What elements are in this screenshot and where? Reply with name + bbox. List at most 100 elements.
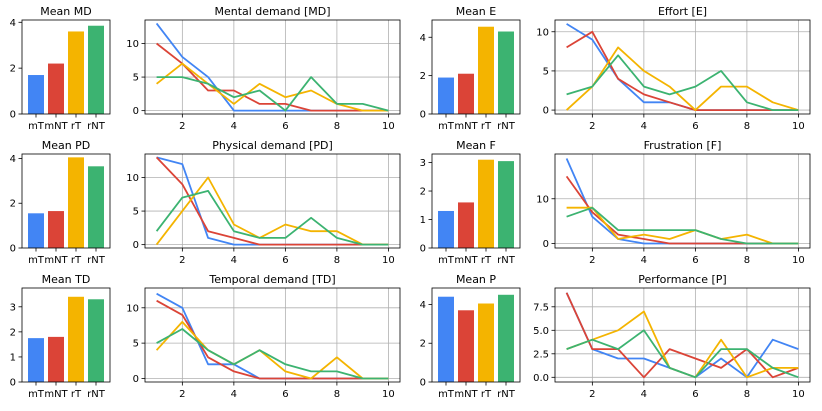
- x-tick-label: mNT: [454, 121, 478, 132]
- y-tick-label: 4: [420, 33, 426, 44]
- x-tick-label: mNT: [454, 255, 478, 266]
- x-tick-label: 6: [692, 121, 698, 132]
- series-line-mNT: [155, 156, 389, 246]
- mean-e-frame: [431, 19, 521, 115]
- y-tick-label: 0: [543, 239, 549, 250]
- y-tick-label: 0: [133, 106, 139, 117]
- bar-rNT: [498, 161, 514, 248]
- bar-mT: [28, 75, 44, 114]
- performance-frame: [554, 287, 811, 383]
- x-tick-label: 10: [792, 121, 805, 132]
- performance-title: Performance [P]: [638, 273, 726, 286]
- bar-rNT: [88, 166, 104, 248]
- x-tick-label: 10: [792, 389, 805, 400]
- y-tick-label: 0: [10, 244, 16, 255]
- x-tick-label: rNT: [497, 389, 516, 400]
- series-line-rNT: [566, 206, 799, 245]
- y-tick-label: 0.0: [533, 373, 549, 384]
- mean-td-title: Mean TD: [42, 273, 91, 286]
- x-tick-label: 8: [744, 255, 750, 266]
- x-tick-label: mT: [28, 389, 45, 400]
- series-line-mNT: [566, 30, 799, 111]
- x-tick-label: 4: [641, 121, 647, 132]
- y-tick-label: 5: [543, 66, 549, 77]
- bar-mT: [28, 213, 44, 248]
- x-tick-label: rT: [71, 255, 82, 266]
- y-tick-label: 10: [126, 303, 139, 314]
- bar-mNT: [458, 73, 474, 114]
- x-tick-label: rNT: [497, 121, 516, 132]
- y-tick-label: 10: [536, 194, 549, 205]
- series-line-rT: [156, 62, 389, 112]
- bar-rNT: [498, 31, 514, 114]
- bar-mNT: [48, 211, 64, 248]
- y-tick-label: 10: [126, 39, 139, 50]
- x-tick-label: 2: [589, 255, 595, 266]
- x-tick-label: 8: [744, 121, 750, 132]
- mean-md-panel: Mean MD mT mNT rT rNT 0 2 4: [10, 5, 111, 132]
- x-tick-label: mT: [28, 121, 45, 132]
- x-tick-label: 6: [282, 389, 288, 400]
- series-line-mT: [155, 22, 389, 112]
- x-tick-label: rNT: [497, 255, 516, 266]
- temporal-demand-panel: Temporal demand [TD] 2 4 6 8 10 0 5 10: [126, 273, 401, 400]
- series-line-mNT: [565, 292, 799, 379]
- frustration-panel: Frustration [F] 2 4 6 8 10 0 10: [536, 139, 811, 266]
- x-tick-label: 2: [179, 121, 185, 132]
- mean-e-title: Mean E: [456, 5, 496, 18]
- x-tick-label: mT: [438, 255, 455, 266]
- y-tick-label: 2: [420, 339, 426, 350]
- y-tick-label: 3: [420, 158, 426, 169]
- y-tick-label: 10: [126, 173, 139, 184]
- mean-f-panel: Mean F mT mNT rT rNT 0 1 2 3: [420, 139, 521, 266]
- series-line-rT: [155, 320, 389, 380]
- y-tick-label: 3: [10, 302, 16, 313]
- bar-mNT: [458, 202, 474, 248]
- x-tick-label: rNT: [87, 121, 106, 132]
- series-line-mNT: [565, 175, 799, 245]
- x-tick-label: mNT: [44, 389, 68, 400]
- x-tick-label: rNT: [87, 255, 106, 266]
- mean-p-title: Mean P: [456, 273, 496, 286]
- y-tick-label: 0: [543, 106, 549, 117]
- y-tick-label: 0: [420, 244, 426, 255]
- bar-rT: [68, 31, 84, 114]
- effort-panel: Effort [E] 2 4 6 8 10 0 5 10: [536, 5, 811, 132]
- bar-mT: [28, 338, 44, 382]
- x-tick-label: 4: [641, 389, 647, 400]
- bar-rT: [478, 26, 494, 114]
- x-tick-label: mNT: [454, 389, 478, 400]
- x-tick-label: 8: [744, 389, 750, 400]
- effort-title: Effort [E]: [658, 5, 707, 18]
- x-tick-label: 6: [282, 121, 288, 132]
- mean-f-title: Mean F: [456, 139, 496, 152]
- mean-md-frame: [21, 19, 111, 115]
- x-tick-label: 2: [179, 389, 185, 400]
- x-tick-label: 6: [692, 389, 698, 400]
- x-tick-label: 6: [282, 255, 288, 266]
- y-tick-label: 4: [10, 18, 16, 29]
- series-line-mT: [565, 292, 799, 379]
- series-line-rT: [565, 46, 799, 111]
- y-tick-label: 5: [133, 207, 139, 218]
- y-tick-label: 0: [10, 110, 16, 121]
- x-tick-label: 10: [382, 121, 395, 132]
- x-tick-label: 2: [179, 255, 185, 266]
- x-tick-label: rNT: [87, 389, 106, 400]
- y-tick-label: 7.5: [533, 302, 549, 313]
- x-tick-label: 10: [792, 255, 805, 266]
- x-tick-label: rT: [481, 121, 492, 132]
- mean-td-frame: [21, 287, 111, 383]
- series-line-rNT: [156, 328, 389, 380]
- y-tick-label: 1: [10, 352, 16, 363]
- mean-p-panel: Mean P mT mNT rT rNT 0 2 4: [420, 273, 521, 400]
- y-tick-label: 0: [420, 378, 426, 389]
- bar-rT: [68, 296, 84, 382]
- temporal-demand-title: Temporal demand [TD]: [208, 273, 335, 286]
- x-tick-label: mNT: [44, 121, 68, 132]
- x-tick-label: 4: [231, 255, 237, 266]
- x-tick-label: rT: [71, 389, 82, 400]
- x-tick-label: mT: [28, 255, 45, 266]
- x-tick-label: rT: [481, 255, 492, 266]
